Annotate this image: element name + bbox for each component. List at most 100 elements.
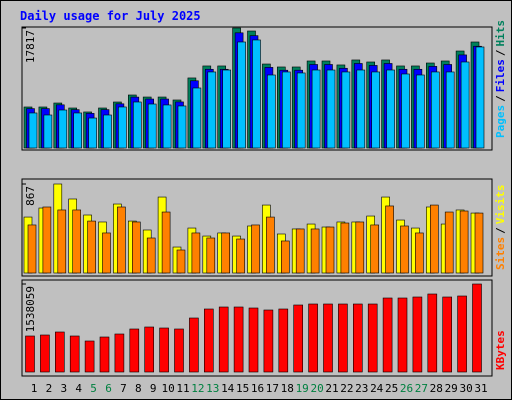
bar: [412, 296, 423, 373]
bar: [280, 240, 290, 274]
bar: [352, 303, 363, 373]
bar: [385, 205, 394, 274]
bar: [341, 71, 351, 149]
x-tick-label: 18: [281, 382, 294, 395]
bar: [442, 296, 453, 373]
x-tick-label: 12: [191, 382, 204, 395]
bar: [69, 335, 80, 373]
bar: [88, 117, 97, 149]
bar: [27, 224, 37, 274]
bar: [459, 210, 469, 274]
bar: [460, 61, 470, 149]
bar: [236, 238, 245, 274]
bar: [281, 71, 291, 149]
bar: [191, 232, 201, 274]
x-tick-label: 20: [310, 382, 323, 395]
bar: [382, 297, 393, 373]
bar: [72, 209, 81, 274]
bar: [42, 206, 52, 274]
bar: [445, 71, 455, 149]
bar: [263, 309, 274, 373]
bar: [40, 334, 50, 373]
bar: [99, 336, 110, 373]
x-tick-label: 15: [236, 382, 249, 395]
bar: [474, 212, 484, 274]
x-tick-label: 13: [206, 382, 219, 395]
bar: [222, 69, 231, 149]
x-tick-label: 21: [325, 382, 338, 395]
y-tick-label: 867: [24, 186, 37, 206]
bar: [129, 328, 140, 373]
x-tick-label: 3: [60, 382, 67, 395]
legend: Sites / Visits: [494, 185, 507, 271]
bar: [326, 69, 336, 149]
bar: [267, 74, 276, 149]
bar: [132, 221, 141, 274]
x-tick-label: 14: [221, 382, 235, 395]
x-tick-label: 8: [135, 382, 142, 395]
bar: [174, 328, 184, 373]
bar: [54, 331, 65, 373]
x-tick-label: 26: [400, 382, 413, 395]
x-tick-label: 22: [340, 382, 353, 395]
bar: [25, 335, 35, 373]
bar: [427, 293, 438, 373]
bar: [397, 297, 408, 373]
bar: [133, 101, 142, 149]
bar: [114, 333, 125, 373]
bar: [356, 69, 366, 149]
legend-separator: /: [494, 227, 507, 234]
x-tick-label: 23: [355, 382, 368, 395]
bar: [237, 41, 246, 149]
bar: [84, 340, 95, 373]
bar: [416, 74, 425, 149]
bar: [233, 306, 244, 373]
bar: [248, 307, 259, 373]
x-tick-label: 5: [90, 382, 97, 395]
bar: [221, 232, 230, 274]
bar: [103, 114, 112, 149]
bar: [472, 283, 482, 373]
legend-entry: KBytes: [494, 330, 507, 370]
x-tick-label: 31: [474, 382, 487, 395]
bar: [192, 87, 202, 149]
bar: [207, 71, 217, 149]
bar: [475, 46, 485, 149]
x-tick-label: 16: [251, 382, 264, 395]
chart-title: Daily usage for July 2025: [20, 9, 201, 23]
bar: [430, 71, 440, 149]
bar: [355, 221, 365, 274]
bar: [43, 114, 53, 149]
bar: [144, 326, 154, 373]
bar: [73, 112, 82, 149]
legend-entry: Sites: [494, 237, 507, 270]
x-tick-label: 27: [415, 382, 428, 395]
x-tick-label: 6: [105, 382, 112, 395]
bar: [206, 237, 216, 274]
bar: [311, 69, 321, 149]
y-tick-label: 17817: [24, 30, 37, 63]
x-tick-label: 25: [385, 382, 398, 395]
bar: [102, 232, 111, 274]
legend-entry: Visits: [494, 185, 507, 225]
bar: [161, 211, 171, 274]
x-tick-label: 1: [31, 382, 38, 395]
bar: [310, 228, 320, 274]
legend-separator: /: [494, 49, 507, 56]
bar: [176, 249, 186, 274]
bar: [57, 209, 67, 274]
y-tick-label: 1538059: [24, 286, 37, 332]
bar: [323, 303, 333, 373]
bar: [118, 106, 127, 149]
bar: [386, 69, 395, 149]
bar: [58, 109, 68, 149]
legend: KBytes: [494, 330, 507, 370]
bar: [159, 327, 169, 373]
bar: [189, 317, 199, 373]
bar: [266, 216, 275, 274]
bar: [308, 303, 318, 373]
bar: [117, 206, 126, 274]
legend-entry: Hits: [494, 20, 507, 47]
bar: [296, 72, 306, 149]
